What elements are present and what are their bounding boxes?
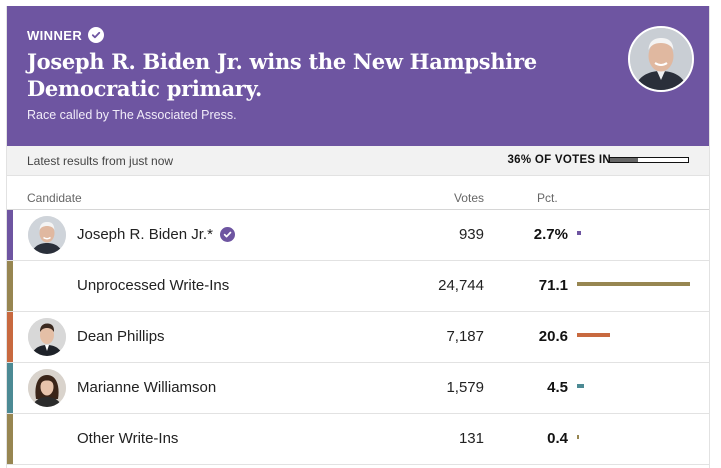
column-header-pct: Pct. bbox=[537, 191, 558, 205]
vote-count: 1,579 bbox=[446, 379, 484, 396]
avatar bbox=[28, 369, 66, 407]
table-header: Candidate Votes Pct. bbox=[7, 176, 709, 210]
percent-bar-track bbox=[577, 231, 690, 236]
column-header-candidate: Candidate bbox=[27, 191, 82, 205]
percent-bar bbox=[577, 282, 690, 286]
candidate-name: Joseph R. Biden Jr.* bbox=[77, 226, 235, 243]
candidate-name-text: Marianne Williamson bbox=[77, 379, 217, 396]
vote-percent: 71.1 bbox=[538, 277, 568, 294]
candidate-name-text: Joseph R. Biden Jr.* bbox=[77, 226, 213, 243]
percent-bar bbox=[577, 384, 585, 388]
table-row: Unprocessed Write-Ins 24,744 71.1 bbox=[7, 261, 709, 312]
results-table-body: Joseph R. Biden Jr.* 939 2.7% Unprocesse… bbox=[7, 210, 709, 465]
vote-count: 24,744 bbox=[438, 277, 484, 294]
percent-bar-track bbox=[577, 333, 690, 338]
candidate-color-stripe bbox=[7, 363, 13, 413]
percent-bar-track bbox=[577, 282, 690, 287]
candidate-name: Unprocessed Write-Ins bbox=[77, 277, 229, 294]
vote-percent: 4.5 bbox=[547, 379, 568, 396]
percent-bar-track bbox=[577, 384, 690, 389]
candidate-name-text: Dean Phillips bbox=[77, 328, 165, 345]
candidate-color-stripe bbox=[7, 414, 13, 464]
candidate-color-stripe bbox=[7, 261, 13, 311]
verified-check-icon bbox=[88, 27, 105, 43]
percent-bar bbox=[577, 435, 579, 439]
avatar bbox=[28, 318, 66, 356]
vote-percent: 2.7% bbox=[533, 226, 568, 243]
vote-percent: 0.4 bbox=[547, 430, 568, 447]
race-called-note: Race called by The Associated Press. bbox=[27, 108, 237, 122]
table-row: Other Write-Ins 131 0.4 bbox=[7, 414, 709, 465]
candidate-name: Other Write-Ins bbox=[77, 430, 178, 447]
vote-count: 939 bbox=[458, 226, 484, 243]
candidate-name: Dean Phillips bbox=[77, 328, 165, 345]
column-header-votes: Votes bbox=[453, 191, 484, 205]
winner-check-icon bbox=[219, 227, 235, 242]
vote-count: 7,187 bbox=[446, 328, 484, 345]
candidate-name-text: Other Write-Ins bbox=[77, 430, 179, 447]
results-status-bar: Latest results from just now 36% OF VOTE… bbox=[7, 146, 709, 176]
table-row: Joseph R. Biden Jr.* 939 2.7% bbox=[7, 210, 709, 261]
winner-label: WINNER bbox=[27, 27, 83, 43]
table-row: Marianne Williamson 1,579 4.5 bbox=[7, 363, 709, 414]
results-card: WINNER Joseph R. Biden Jr. wins the New … bbox=[6, 6, 710, 468]
percent-bar bbox=[577, 333, 610, 337]
candidate-name: Marianne Williamson bbox=[77, 379, 216, 396]
reporting-progress-fill bbox=[610, 158, 639, 162]
winner-photo bbox=[628, 26, 694, 92]
reporting-progress-bar bbox=[609, 157, 689, 163]
avatar bbox=[28, 216, 66, 254]
percent-bar bbox=[577, 231, 582, 235]
candidate-color-stripe bbox=[7, 312, 13, 362]
percent-bar-track bbox=[577, 435, 690, 440]
headline: Joseph R. Biden Jr. wins the New Hampshi… bbox=[27, 49, 537, 101]
candidate-color-stripe bbox=[7, 210, 13, 260]
table-row: Dean Phillips 7,187 20.6 bbox=[7, 312, 709, 363]
winner-banner: WINNER Joseph R. Biden Jr. wins the New … bbox=[7, 6, 709, 146]
vote-percent: 20.6 bbox=[538, 328, 568, 345]
latest-results-text: Latest results from just now bbox=[27, 154, 174, 168]
vote-count: 131 bbox=[458, 430, 484, 447]
winner-label-line: WINNER bbox=[27, 27, 105, 43]
votes-in-label: 36% OF VOTES IN bbox=[507, 154, 611, 166]
candidate-name-text: Unprocessed Write-Ins bbox=[77, 277, 230, 294]
